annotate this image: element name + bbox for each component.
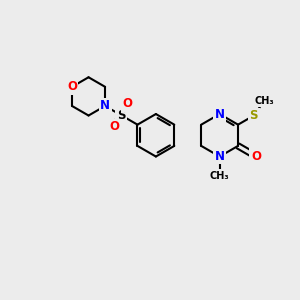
Text: S: S — [117, 109, 125, 122]
Text: N: N — [214, 107, 225, 121]
Text: O: O — [122, 97, 133, 110]
Text: N: N — [214, 150, 225, 163]
Text: O: O — [67, 80, 77, 93]
Text: N: N — [100, 100, 110, 112]
Text: S: S — [250, 109, 258, 122]
Text: O: O — [251, 150, 261, 163]
Text: CH₃: CH₃ — [210, 171, 230, 181]
Text: CH₃: CH₃ — [254, 96, 274, 106]
Text: O: O — [109, 120, 119, 133]
